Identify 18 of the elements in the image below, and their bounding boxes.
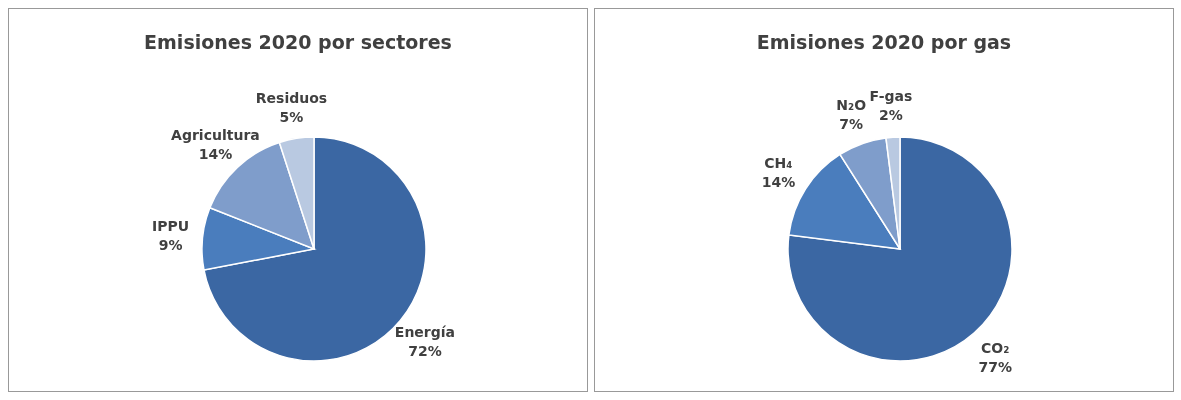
data-label: 72% [408, 342, 442, 359]
slice-label: CH₄ [764, 154, 793, 171]
data-label: 9% [158, 237, 183, 254]
slice-label: Agricultura [171, 127, 260, 144]
data-label: 77% [978, 359, 1012, 376]
data-label: 14% [198, 146, 233, 163]
data-label: 2% [879, 107, 903, 124]
slice-label: IPPU [152, 218, 190, 235]
data-label: 7% [839, 115, 864, 132]
slice-label: Residuos [255, 89, 328, 106]
chart-title: Emisiones 2020 por gas [755, 31, 1013, 53]
data-label: 5% [279, 108, 304, 125]
slice-label: CO₂ [981, 340, 1010, 357]
slice-label: Energía [394, 323, 456, 340]
chart-title: Emisiones 2020 por sectores [143, 31, 453, 53]
data-label: 14% [761, 173, 796, 190]
slice-label: F-gas [869, 88, 913, 105]
slice-label: N₂O [836, 96, 867, 113]
